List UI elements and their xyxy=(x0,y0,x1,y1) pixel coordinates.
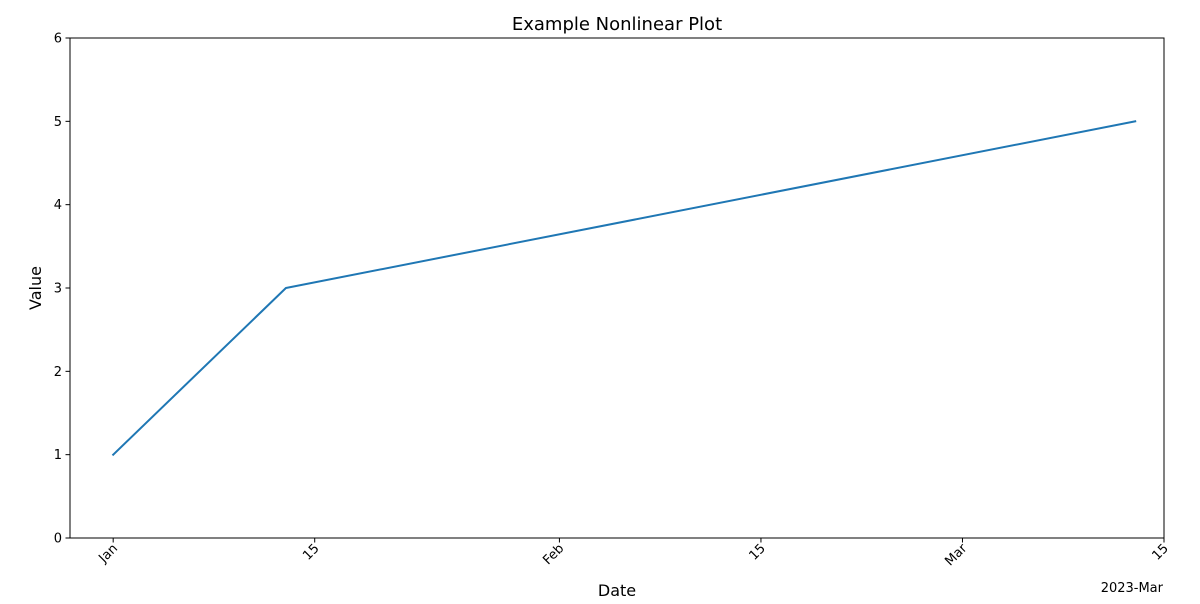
x-tick-label: Jan xyxy=(96,541,121,566)
y-tick-label: 1 xyxy=(54,448,62,463)
y-axis-label: Value xyxy=(26,266,45,310)
y-tick-label: 3 xyxy=(54,282,62,297)
chart-title: Example Nonlinear Plot xyxy=(512,14,722,35)
x-axis-ticks: Jan 15 Feb 15 Mar 15 xyxy=(96,538,1172,569)
y-tick-label: 0 xyxy=(54,532,62,547)
plot-area-frame xyxy=(69,37,1165,539)
series-layer xyxy=(111,120,1137,457)
x-tick-label: Feb xyxy=(540,541,567,568)
x-tick-label: Mar xyxy=(942,541,970,569)
x-axis-offset-label: 2023-Mar xyxy=(1101,581,1164,596)
x-tick-label: 15 xyxy=(746,541,768,563)
y-tick-label: 4 xyxy=(54,198,62,213)
y-tick-label: 6 xyxy=(54,32,62,47)
series-line xyxy=(111,120,1137,457)
x-tick-label: 15 xyxy=(1150,541,1172,563)
y-tick-label: 2 xyxy=(54,365,62,380)
y-axis-ticks: 0 1 2 3 4 5 6 xyxy=(54,32,70,547)
x-axis-label: Date xyxy=(598,581,636,600)
x-tick-label: 15 xyxy=(300,541,322,563)
y-tick-label: 5 xyxy=(54,115,62,130)
